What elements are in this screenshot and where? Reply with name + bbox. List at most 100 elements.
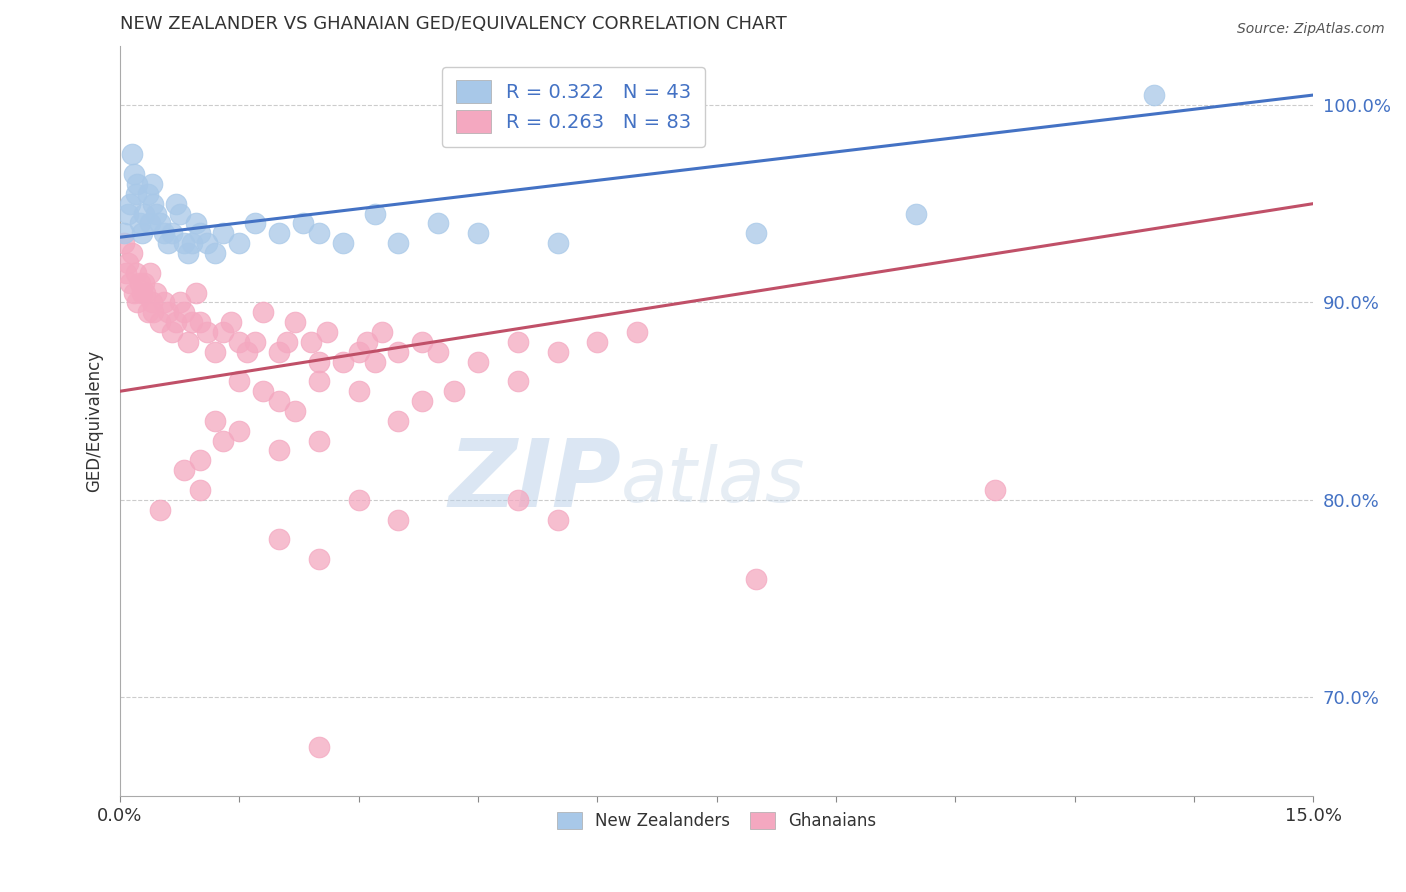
Point — [308, 739, 330, 754]
Point — [197, 325, 219, 339]
Point — [387, 513, 409, 527]
Point — [586, 334, 609, 349]
Point — [131, 285, 153, 300]
Point — [118, 196, 141, 211]
Point — [152, 295, 174, 310]
Point — [132, 276, 155, 290]
Point — [467, 354, 489, 368]
Point — [127, 295, 149, 310]
Point — [252, 305, 274, 319]
Point — [184, 285, 207, 300]
Point — [118, 276, 141, 290]
Point — [132, 206, 155, 220]
Point — [467, 227, 489, 241]
Point — [308, 434, 330, 448]
Point — [145, 206, 167, 220]
Point — [127, 177, 149, 191]
Point — [443, 384, 465, 399]
Point — [124, 167, 146, 181]
Legend: New Zealanders, Ghanaians: New Zealanders, Ghanaians — [550, 805, 883, 837]
Point — [904, 206, 927, 220]
Point — [745, 227, 768, 241]
Point — [347, 344, 370, 359]
Point — [125, 186, 148, 201]
Point — [547, 344, 569, 359]
Point — [121, 246, 143, 260]
Point — [156, 236, 179, 251]
Point — [291, 216, 314, 230]
Point — [188, 227, 211, 241]
Point — [267, 227, 290, 241]
Point — [145, 285, 167, 300]
Point — [125, 266, 148, 280]
Point — [142, 305, 165, 319]
Point — [221, 315, 243, 329]
Point — [212, 434, 235, 448]
Point — [427, 216, 450, 230]
Point — [387, 344, 409, 359]
Point — [165, 315, 187, 329]
Point — [308, 354, 330, 368]
Point — [197, 236, 219, 251]
Point — [315, 325, 337, 339]
Point — [267, 344, 290, 359]
Point — [180, 315, 202, 329]
Point — [204, 246, 226, 260]
Point — [141, 177, 163, 191]
Point — [152, 227, 174, 241]
Point — [308, 552, 330, 566]
Point — [131, 227, 153, 241]
Point — [136, 305, 159, 319]
Point — [267, 443, 290, 458]
Point — [506, 492, 529, 507]
Point — [626, 325, 648, 339]
Point — [547, 513, 569, 527]
Point — [411, 334, 433, 349]
Text: NEW ZEALANDER VS GHANAIAN GED/EQUIVALENCY CORRELATION CHART: NEW ZEALANDER VS GHANAIAN GED/EQUIVALENC… — [120, 15, 787, 33]
Point — [1143, 88, 1166, 103]
Point — [984, 483, 1007, 497]
Point — [149, 216, 172, 230]
Point — [112, 236, 135, 251]
Point — [149, 502, 172, 516]
Point — [188, 483, 211, 497]
Point — [134, 285, 156, 300]
Point — [173, 463, 195, 477]
Point — [506, 375, 529, 389]
Point — [115, 266, 138, 280]
Point — [347, 492, 370, 507]
Point — [169, 206, 191, 220]
Point — [228, 424, 250, 438]
Text: ZIP: ZIP — [449, 435, 621, 527]
Point — [160, 325, 183, 339]
Point — [212, 227, 235, 241]
Point — [332, 354, 354, 368]
Point — [204, 414, 226, 428]
Text: Source: ZipAtlas.com: Source: ZipAtlas.com — [1237, 22, 1385, 37]
Point — [184, 216, 207, 230]
Point — [173, 305, 195, 319]
Point — [142, 196, 165, 211]
Point — [149, 315, 172, 329]
Text: atlas: atlas — [621, 444, 806, 518]
Point — [188, 453, 211, 467]
Point — [141, 295, 163, 310]
Point — [228, 236, 250, 251]
Point — [160, 227, 183, 241]
Point — [356, 334, 378, 349]
Point — [236, 344, 259, 359]
Point — [427, 344, 450, 359]
Point — [284, 315, 307, 329]
Point — [547, 236, 569, 251]
Point — [411, 394, 433, 409]
Point — [363, 354, 385, 368]
Point — [121, 147, 143, 161]
Point — [245, 334, 267, 349]
Point — [128, 276, 150, 290]
Point — [363, 206, 385, 220]
Point — [228, 334, 250, 349]
Point — [112, 227, 135, 241]
Point — [308, 227, 330, 241]
Y-axis label: GED/Equivalency: GED/Equivalency — [86, 350, 103, 492]
Point — [387, 236, 409, 251]
